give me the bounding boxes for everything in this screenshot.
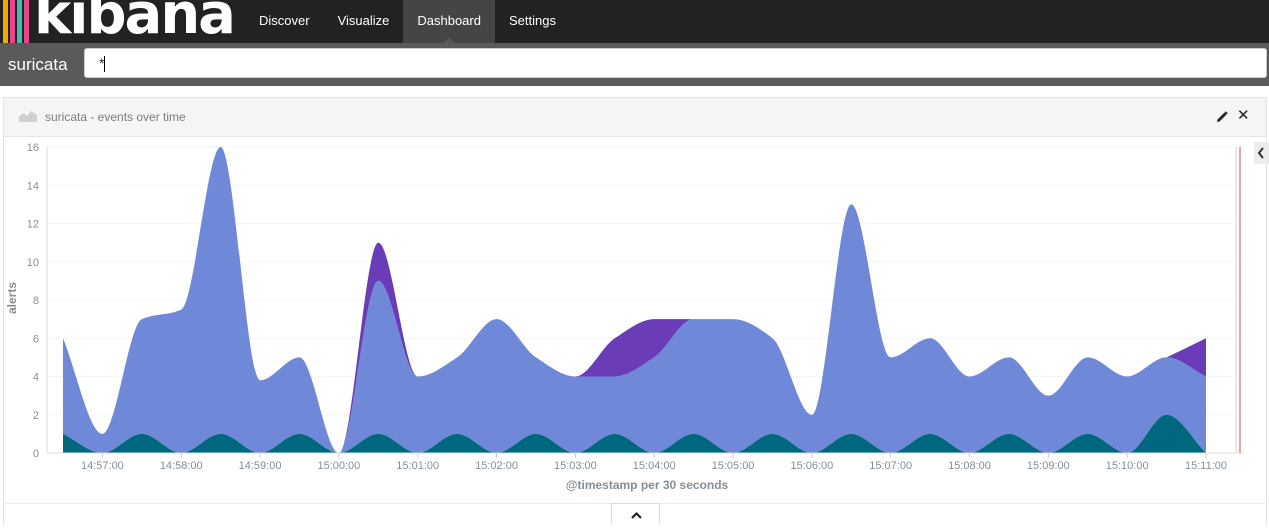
y-tick-label: 14 bbox=[27, 180, 39, 192]
y-tick-label: 0 bbox=[33, 448, 39, 460]
y-tick-label: 10 bbox=[27, 257, 39, 269]
x-axis: 14:57:00 14:58:00 14:59:00 15:00:00 15:01:00… bbox=[81, 453, 1227, 472]
kibana-logo[interactable]: kibana bbox=[0, 0, 243, 47]
nav-dashboard[interactable]: Dashboard bbox=[403, 0, 495, 43]
y-tick-label: 8 bbox=[33, 295, 39, 307]
panel-header: suricata - events over time ✕ bbox=[4, 98, 1266, 137]
x-tick-label: 15:09:00 bbox=[1027, 460, 1070, 472]
x-tick-label: 15:11:00 bbox=[1185, 460, 1227, 472]
x-tick-label: 15:10:00 bbox=[1106, 460, 1149, 472]
logo-bar-1 bbox=[3, 0, 8, 43]
x-tick-label: 14:57:00 bbox=[81, 460, 124, 472]
y-axis: 0 2 4 6 8 10 12 14 16 bbox=[27, 142, 39, 460]
expand-panel-button[interactable] bbox=[611, 503, 660, 525]
x-tick-label: 15:08:00 bbox=[948, 460, 991, 472]
y-tick-label: 12 bbox=[27, 219, 39, 231]
y-axis-title: alerts bbox=[5, 282, 19, 314]
x-tick-label: 15:00:00 bbox=[317, 460, 360, 472]
y-tick-label: 6 bbox=[33, 333, 39, 345]
logo-bar-3 bbox=[17, 0, 22, 43]
chevron-up-icon bbox=[631, 511, 642, 519]
text-caret bbox=[104, 56, 105, 72]
top-navbar: kibana Discover Visualize Dashboard Sett… bbox=[0, 0, 1269, 47]
logo-bar-2 bbox=[10, 0, 15, 43]
x-tick-label: 15:02:00 bbox=[475, 460, 518, 472]
legend-toggle[interactable] bbox=[1254, 142, 1269, 164]
chevron-left-icon bbox=[1257, 147, 1264, 159]
x-tick-label: 15:04:00 bbox=[633, 460, 676, 472]
logo-text: kibana bbox=[34, 0, 236, 47]
x-tick-label: 15:06:00 bbox=[790, 460, 833, 472]
y-tick-label: 4 bbox=[33, 372, 39, 384]
search-input[interactable] bbox=[84, 48, 1267, 78]
pencil-icon[interactable] bbox=[1216, 110, 1228, 128]
nav-discover[interactable]: Discover bbox=[259, 13, 310, 28]
y-tick-label: 16 bbox=[27, 142, 39, 154]
close-icon[interactable]: ✕ bbox=[1237, 107, 1250, 124]
y-tick-label: 2 bbox=[33, 410, 39, 422]
nav-settings[interactable]: Settings bbox=[508, 13, 556, 28]
x-tick-label: 15:07:00 bbox=[869, 460, 912, 472]
x-axis-title: @timestamp per 30 seconds bbox=[566, 478, 729, 492]
area-series-0[interactable] bbox=[63, 414, 1206, 453]
main-nav: Discover Visualize Dashboard Settings bbox=[245, 0, 570, 43]
x-tick-label: 15:01:00 bbox=[396, 460, 439, 472]
index-pattern-label[interactable]: suricata bbox=[8, 55, 68, 74]
area-series-1[interactable] bbox=[63, 147, 1206, 453]
x-tick-label: 15:03:00 bbox=[554, 460, 597, 472]
x-tick-label: 14:59:00 bbox=[239, 460, 282, 472]
nav-visualize[interactable]: Visualize bbox=[337, 13, 390, 28]
chart-areas bbox=[63, 147, 1206, 453]
area-chart-icon bbox=[19, 109, 37, 127]
x-tick-label: 14:58:00 bbox=[160, 460, 203, 472]
x-tick-label: 15:05:00 bbox=[712, 460, 755, 472]
logo-bar-4 bbox=[24, 0, 29, 43]
panel-title: suricata - events over time bbox=[45, 110, 186, 124]
